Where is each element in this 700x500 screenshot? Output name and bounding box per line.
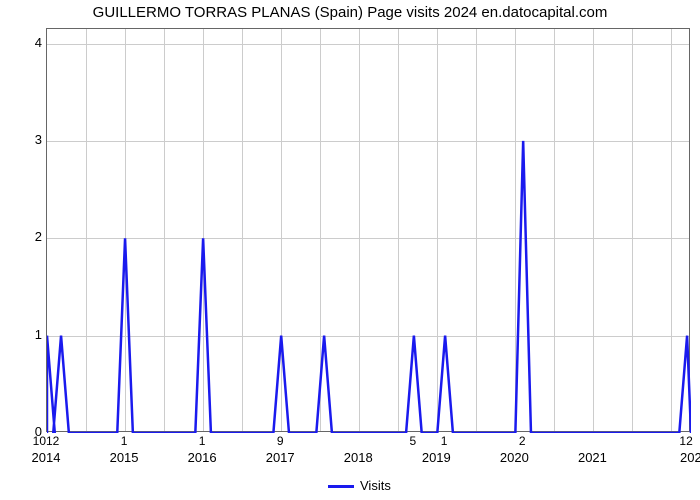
x-tick-label: 2020 — [500, 450, 529, 465]
x-tick-label: 2016 — [188, 450, 217, 465]
y-tick-label: 4 — [12, 35, 42, 50]
y-tick-label: 3 — [12, 132, 42, 147]
x-tick-label: 2014 — [32, 450, 61, 465]
x-tick-label: 202 — [680, 450, 700, 465]
chart-container: GUILLERMO TORRAS PLANAS (Spain) Page vis… — [0, 0, 700, 500]
chart-title: GUILLERMO TORRAS PLANAS (Spain) Page vis… — [0, 4, 700, 21]
legend: Visits — [328, 478, 391, 493]
x-tick-label: 2017 — [266, 450, 295, 465]
event-label: 2 — [519, 434, 526, 448]
line-series — [47, 29, 691, 433]
legend-line — [328, 485, 354, 488]
event-label: 9 — [277, 434, 284, 448]
legend-label: Visits — [360, 478, 391, 493]
x-tick-label: 2018 — [344, 450, 373, 465]
y-tick-label: 2 — [12, 229, 42, 244]
x-tick-label: 2019 — [422, 450, 451, 465]
x-tick-label: 2021 — [578, 450, 607, 465]
event-label: 1 — [121, 434, 128, 448]
event-label: 1 — [441, 434, 448, 448]
event-label: 5 — [410, 434, 417, 448]
plot-area — [46, 28, 690, 432]
event-label: 1 — [199, 434, 206, 448]
x-tick-label: 2015 — [110, 450, 139, 465]
event-label: 1012 — [33, 434, 60, 448]
y-tick-label: 1 — [12, 327, 42, 342]
event-label: 12 — [679, 434, 692, 448]
